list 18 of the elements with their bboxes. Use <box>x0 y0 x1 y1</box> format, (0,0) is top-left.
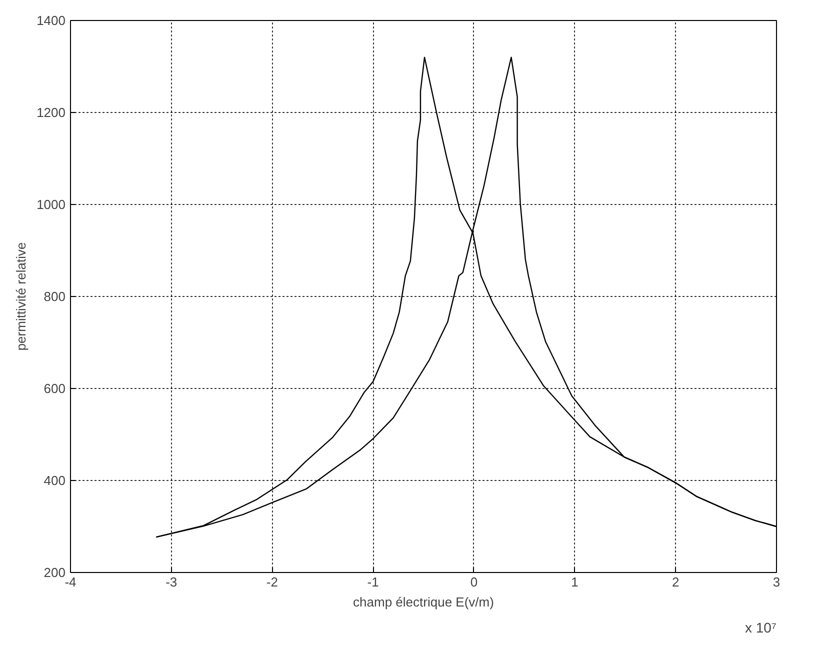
x-tick-label: 1 <box>571 574 578 590</box>
x-tick-label: 3 <box>772 574 780 590</box>
x-tick-label: -3 <box>166 574 178 590</box>
y-tick-label: 1000 <box>36 197 66 212</box>
x-tick-label: 2 <box>672 574 680 590</box>
y-tick-label: 200 <box>44 565 66 580</box>
x-tick-label: 0 <box>470 574 478 590</box>
y-axis-title: permittivité relative <box>14 242 29 351</box>
text: x 10⁷ <box>744 620 777 636</box>
x-axis-title: champ électrique E(v/m) <box>353 594 494 610</box>
y-tick-label: 600 <box>44 381 66 396</box>
y-tick-label: 1400 <box>36 13 66 28</box>
y-tick-label: 400 <box>44 473 66 488</box>
x-tick-label: -1 <box>367 574 379 590</box>
y-tick-label: 800 <box>44 289 66 304</box>
x-tick-label: -2 <box>266 574 278 590</box>
y-tick-label: 1200 <box>36 105 66 120</box>
x-tick-label: -4 <box>64 574 76 590</box>
